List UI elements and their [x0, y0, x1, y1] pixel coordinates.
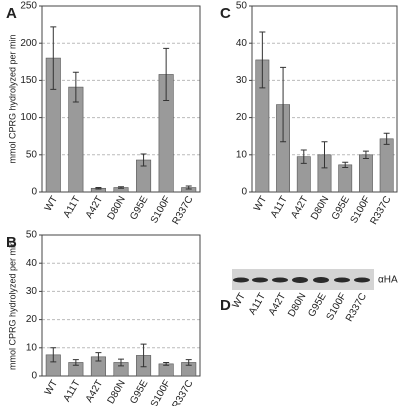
x-tick-label: D80N	[106, 194, 128, 222]
y-tick-label: 20	[236, 112, 248, 123]
error-bar	[118, 358, 124, 367]
x-tick-label: A11T	[269, 194, 290, 220]
error-bar	[280, 66, 287, 143]
x-tick-label: D80N	[106, 378, 128, 406]
y-tick-label: 250	[20, 1, 37, 12]
bar	[68, 86, 84, 193]
error-bar	[95, 352, 102, 362]
error-bar	[140, 153, 147, 167]
error-bar	[259, 31, 266, 89]
x-tick-label: WT	[43, 378, 60, 397]
error-bar	[95, 187, 102, 190]
y-tick-label: 50	[26, 230, 38, 241]
y-tick-label: 100	[20, 112, 37, 123]
plot-frame	[41, 234, 201, 377]
y-tick-label: 30	[236, 75, 248, 86]
x-tick-label: S100F	[149, 378, 173, 406]
y-axis-label: mmol CPRG hydrolyzed per min	[7, 241, 17, 370]
error-bar	[140, 343, 147, 368]
bar	[379, 138, 394, 193]
x-tick-label: G95E	[128, 378, 150, 406]
y-tick-label: 40	[236, 38, 248, 49]
error-bar	[72, 359, 79, 366]
error-bar	[342, 161, 349, 168]
y-axis-label: mmol CPRG hydrolyzed per min	[7, 34, 17, 163]
error-bar	[383, 132, 390, 145]
error-bar	[185, 359, 192, 366]
x-tick-label: A42T	[84, 378, 105, 404]
error-bar	[50, 347, 57, 363]
panel-letter: B	[6, 234, 17, 251]
y-tick-label: 0	[31, 187, 37, 198]
y-tick-label: 0	[31, 371, 37, 382]
bar	[338, 164, 353, 193]
x-tick-label: G95E	[128, 194, 150, 222]
x-tick-label: A42T	[289, 194, 310, 220]
lane-label: A11T	[247, 291, 268, 317]
x-tick-label: R337C	[171, 378, 196, 406]
y-tick-label: 0	[241, 187, 247, 198]
error-bar	[50, 26, 57, 90]
y-tick-label: 30	[26, 286, 38, 297]
blot-bands	[233, 277, 370, 283]
plot-frame	[41, 5, 201, 193]
lane-label: WT	[231, 291, 248, 310]
y-tick-label: 50	[236, 1, 248, 12]
x-tick-label: WT	[43, 194, 60, 213]
x-tick-label: A42T	[84, 194, 105, 220]
error-bar	[163, 361, 170, 366]
y-tick-label: 150	[20, 75, 37, 86]
x-tick-label: WT	[252, 194, 269, 213]
antibody-label: αHA	[378, 275, 398, 286]
x-tick-label: R337C	[171, 194, 196, 226]
x-tick-label: A11T	[62, 378, 83, 404]
error-bar	[163, 47, 170, 101]
error-bar	[72, 71, 79, 103]
y-tick-label: 20	[26, 314, 38, 325]
error-bar	[185, 185, 192, 190]
error-bar	[300, 149, 307, 164]
panel-letter: D	[220, 297, 231, 314]
y-tick-label: 50	[26, 149, 38, 160]
x-tick-label: S100F	[149, 194, 173, 225]
error-bar	[118, 186, 124, 189]
bar	[358, 154, 373, 193]
x-tick-label: D80N	[309, 194, 331, 222]
y-tick-label: 40	[26, 258, 38, 269]
error-bar	[321, 141, 328, 169]
x-tick-label: R337C	[368, 194, 393, 226]
panel-letter: C	[220, 5, 231, 22]
y-tick-label: 200	[20, 38, 37, 49]
error-bar	[362, 150, 369, 160]
panel-letter: A	[6, 5, 17, 22]
y-tick-label: 10	[26, 342, 38, 353]
lane-label: D80N	[286, 291, 308, 319]
x-tick-label: A11T	[62, 194, 83, 220]
y-tick-label: 10	[236, 149, 248, 160]
